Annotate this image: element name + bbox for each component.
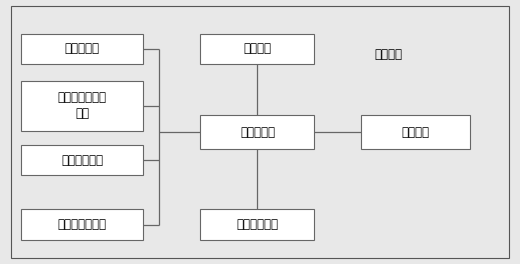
- Text: 电源模块: 电源模块: [374, 48, 402, 61]
- Bar: [200, 209, 315, 240]
- Bar: [21, 34, 144, 64]
- Text: 中央处理器: 中央处理器: [240, 125, 275, 139]
- Text: 磁场强度探测器: 磁场强度探测器: [58, 218, 107, 231]
- Bar: [21, 209, 144, 240]
- Bar: [200, 115, 315, 149]
- Text: 通信装置: 通信装置: [401, 125, 430, 139]
- Text: 放射性同位素探
测器: 放射性同位素探 测器: [58, 91, 107, 120]
- Text: 超声波传感器: 超声波传感器: [61, 154, 103, 167]
- Bar: [21, 145, 144, 175]
- Text: 存储单元: 存储单元: [243, 42, 271, 55]
- Bar: [200, 34, 315, 64]
- Text: 霍尔传感器: 霍尔传感器: [65, 42, 100, 55]
- Text: 视频采集单元: 视频采集单元: [237, 218, 278, 231]
- Bar: [361, 115, 470, 149]
- Bar: [21, 81, 144, 131]
